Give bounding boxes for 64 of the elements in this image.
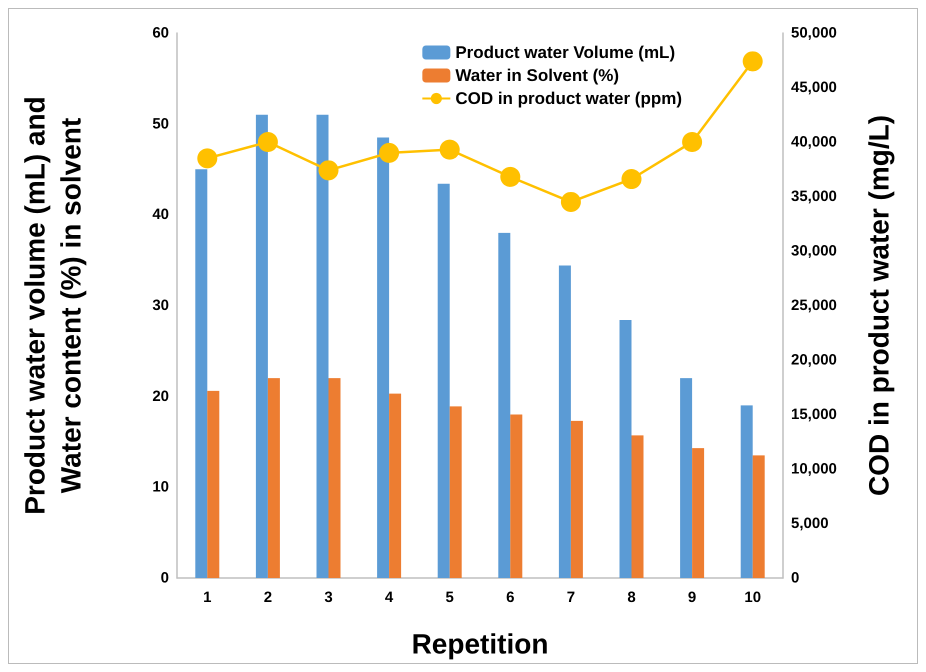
y-tick-label: 30 <box>152 297 169 314</box>
y2-axis-title: COD in product water (mg/L) <box>864 114 894 496</box>
legend-label: COD in product water (ppm) <box>455 89 682 108</box>
x-tick-label: 9 <box>688 589 696 606</box>
point <box>318 160 338 180</box>
bar <box>510 414 522 578</box>
bar <box>692 448 704 578</box>
bar <box>268 378 280 578</box>
x-axis-title: Repetition <box>412 628 548 660</box>
bar <box>389 394 402 578</box>
x-tick-label: 8 <box>627 589 636 606</box>
y2-tick-label: 10,000 <box>791 460 837 478</box>
x-tick-label: 1 <box>203 589 212 606</box>
bar <box>570 420 583 578</box>
y-tick-label: 10 <box>152 478 169 496</box>
y2-tick-label: 0 <box>791 570 800 586</box>
x-tick-label: 6 <box>506 589 514 606</box>
point <box>500 166 520 187</box>
y-tick-label: 0 <box>160 570 169 586</box>
legend-label: Product water Volume (mL) <box>455 43 676 62</box>
x-tick-label: 10 <box>744 589 762 606</box>
x-tick-label: 7 <box>566 589 576 606</box>
y2-tick-label: 20,000 <box>791 352 837 368</box>
bar <box>498 232 510 578</box>
y-tick-label: 60 <box>152 24 169 42</box>
y2-tick-label: 45,000 <box>791 79 837 96</box>
y-tick-label: 40 <box>152 206 169 224</box>
bar <box>450 406 462 578</box>
bar <box>752 455 765 578</box>
bar <box>328 378 340 578</box>
point <box>742 51 763 72</box>
bar <box>377 137 390 578</box>
x-tick-label: 5 <box>446 589 454 606</box>
point <box>258 132 278 152</box>
x-tick-label: 4 <box>384 589 394 606</box>
bar <box>632 435 644 578</box>
bar <box>256 114 268 578</box>
bar <box>680 378 692 578</box>
point <box>197 148 218 168</box>
bar <box>316 114 328 578</box>
point <box>560 192 581 212</box>
legend-label: Water in Solvent (%) <box>455 66 620 85</box>
bar <box>740 405 753 578</box>
y2-tick-label: 40,000 <box>791 134 837 150</box>
y2-tick-label: 50,000 <box>791 24 837 42</box>
x-tick-label: 3 <box>324 589 333 606</box>
y-axis-title: Product water volume (mL) and Water content (%) in solvent <box>20 96 86 515</box>
bar <box>438 184 450 578</box>
y-tick-label: 20 <box>152 388 169 405</box>
y2-tick-label: 15,000 <box>791 406 837 423</box>
bar <box>558 266 571 578</box>
y2-tick-label: 35,000 <box>791 188 837 205</box>
bar <box>620 320 632 578</box>
point <box>682 132 702 152</box>
y2-tick-label: 25,000 <box>791 297 837 314</box>
x-tick-label: 2 <box>264 589 272 606</box>
y2-tick-label: 5,000 <box>791 515 829 532</box>
point <box>440 140 460 160</box>
point <box>622 169 642 190</box>
bar <box>207 390 220 578</box>
point <box>379 142 400 163</box>
y-tick-label: 50 <box>152 115 169 132</box>
bar <box>195 169 208 578</box>
y2-tick-label: 30,000 <box>791 242 837 260</box>
